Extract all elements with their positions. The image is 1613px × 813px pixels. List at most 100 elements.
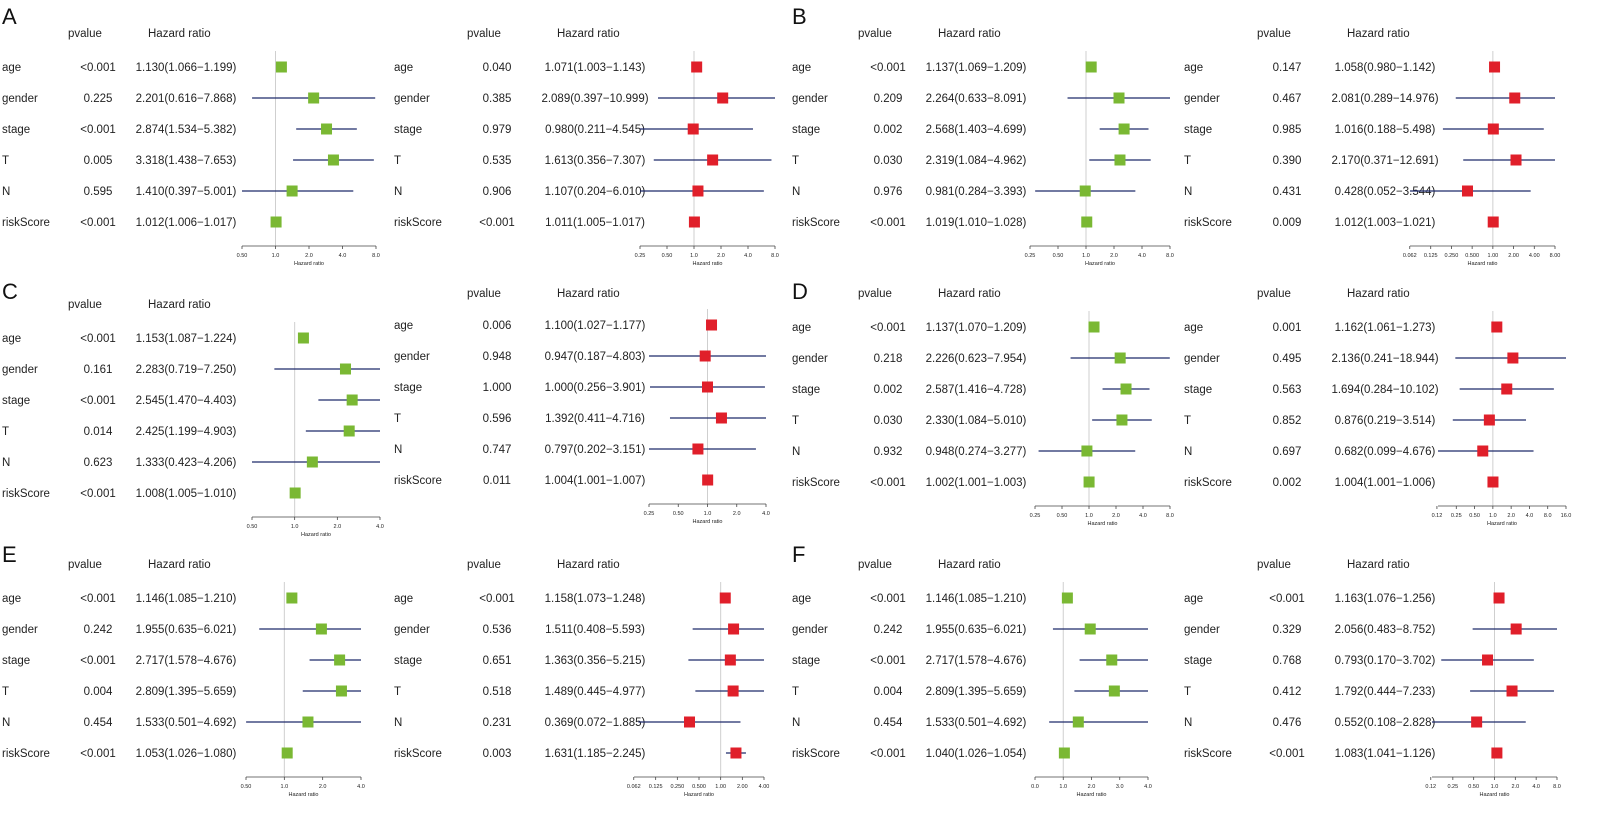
pvalue-cell: 0.536 — [483, 624, 512, 636]
hazard-ratio-marker — [346, 394, 358, 406]
hazard-ratio-marker — [275, 61, 287, 73]
hazard-ratio-cell: 2.568(1.403−4.699) — [926, 124, 1027, 136]
variable-label: age — [394, 62, 413, 74]
hazard-ratio-cell: 1.137(1.069−1.209) — [926, 62, 1027, 74]
pvalue-cell: <0.001 — [80, 593, 116, 605]
panel-label: C — [2, 279, 18, 304]
hazard-ratio-marker — [1120, 383, 1132, 395]
x-axis-title: Hazard ratio — [294, 261, 324, 267]
hazard-ratio-cell: 1.083(1.041−1.126) — [1335, 748, 1436, 760]
x-tick-label: 0.062 — [627, 784, 641, 790]
pvalue-cell: <0.001 — [870, 62, 906, 74]
forest-row-age: age <0.001 1.158(1.073−1.248) — [394, 592, 731, 605]
forest-row-t: T 0.004 2.809(1.395−5.659) — [2, 685, 361, 698]
x-tick-label: 0.50 — [1057, 513, 1068, 519]
pvalue-cell: 0.006 — [483, 320, 512, 332]
forest-row-stage: stage 0.985 1.016(0.188−5.498) — [1184, 123, 1544, 136]
forest-row-age: age <0.001 1.130(1.066−1.199) — [2, 61, 287, 74]
x-tick-label: 2.0 — [305, 253, 313, 259]
pvalue-cell: 0.697 — [1273, 446, 1302, 458]
pvalue-cell: <0.001 — [870, 655, 906, 667]
hazard-ratio-marker — [334, 654, 346, 666]
x-tick-label: 2.0 — [1110, 253, 1118, 259]
hazard-ratio-marker — [692, 443, 704, 455]
pvalue-cell: <0.001 — [80, 748, 116, 760]
hazard-ratio-cell: 2.717(1.578−4.676) — [926, 655, 1027, 667]
hazard-ratio-cell: 0.793(0.170−3.702) — [1335, 655, 1436, 667]
hazard-ratio-marker — [1106, 654, 1118, 666]
forest-row-t: T 0.852 0.876(0.219−3.514) — [1184, 414, 1527, 427]
hazard-ratio-cell: 3.318(1.438−7.653) — [136, 155, 237, 167]
forest-row-age: age 0.147 1.058(0.980−1.142) — [1184, 61, 1501, 74]
forest-row-gender: gender 0.467 2.081(0.289−14.976) — [1184, 92, 1555, 105]
x-tick-label: 1.0 — [1082, 253, 1090, 259]
forest-row-gender: gender 0.225 2.201(0.616−7.868) — [2, 92, 376, 105]
pvalue-cell: <0.001 — [870, 593, 906, 605]
forest-row-age: age <0.001 1.163(1.076−1.256) — [1184, 592, 1505, 605]
x-tick-label: 8.0 — [771, 253, 779, 259]
hazard-ratio-cell: 1.004(1.001−1.007) — [545, 475, 646, 487]
hazard-ratio-marker — [715, 412, 727, 424]
pvalue-header: pvalue — [68, 28, 102, 40]
forest-row-n: N 0.476 0.552(0.108−2.828) — [1184, 716, 1526, 729]
variable-label: N — [792, 186, 800, 198]
pvalue-cell: <0.001 — [870, 322, 906, 334]
forest-row-n: N 0.431 0.428(0.052−3.544) — [1184, 185, 1531, 198]
hazard-ratio-cell: 0.428(0.052−3.544) — [1335, 186, 1436, 198]
hazard-ratio-cell: 2.809(1.395−5.659) — [136, 686, 237, 698]
hazard-ratio-marker — [1487, 216, 1499, 228]
hazard-ratio-cell: 1.071(1.003−1.143) — [545, 62, 646, 74]
pvalue-cell: 0.209 — [874, 93, 903, 105]
pvalue-header: pvalue — [1257, 559, 1291, 571]
forest-row-riskscore: riskScore <0.001 1.011(1.005−1.017) — [394, 216, 700, 229]
forest-row-age: age <0.001 1.137(1.069−1.209) — [792, 61, 1097, 74]
hazard-ratio-cell: 1.410(0.397−5.001) — [136, 186, 237, 198]
x-tick-label: 0.125 — [1424, 253, 1438, 259]
x-axis-title: Hazard ratio — [684, 792, 714, 798]
pvalue-cell: 0.596 — [483, 413, 512, 425]
hazard-ratio-marker — [1114, 352, 1126, 364]
forest-row-riskscore: riskScore 0.009 1.012(1.003−1.021) — [1184, 216, 1499, 229]
hazard-ratio-marker — [335, 685, 347, 697]
hazard-ratio-marker — [684, 716, 696, 728]
pvalue-cell: 0.002 — [874, 384, 903, 396]
variable-label: stage — [2, 124, 30, 136]
variable-label: stage — [2, 395, 30, 407]
x-tick-label: 0.25 — [1030, 513, 1041, 519]
forest-row-gender: gender 0.536 1.511(0.408−5.593) — [394, 623, 764, 636]
pvalue-cell: 0.747 — [483, 444, 512, 456]
hazard-ratio-cell: 1.146(1.085−1.210) — [136, 593, 237, 605]
hazard-ratio-marker — [308, 92, 320, 104]
forest-row-stage: stage <0.001 2.717(1.578−4.676) — [2, 654, 361, 667]
hazard-ratio-marker — [321, 123, 333, 135]
hazard-ratio-cell: 0.948(0.274−3.277) — [926, 446, 1027, 458]
forest-row-t: T 0.535 1.613(0.356−7.307) — [394, 154, 772, 167]
variable-label: gender — [394, 624, 430, 636]
pvalue-cell: 0.225 — [84, 93, 113, 105]
univariate-forest-chart: pvalue Hazard ratio 0.50 1.0 2.0 4.0 Hazard ra… — [2, 559, 365, 798]
forest-row-stage: stage 0.979 0.980(0.211−4.545) — [394, 123, 753, 136]
x-tick-label: 4.0 — [357, 784, 365, 790]
forest-row-n: N 0.932 0.948(0.274−3.277) — [792, 445, 1136, 458]
x-tick-label: 4.00 — [759, 784, 770, 790]
hazard-ratio-marker — [1509, 92, 1521, 104]
variable-label: gender — [2, 93, 38, 105]
pvalue-header: pvalue — [1257, 28, 1291, 40]
variable-label: age — [1184, 322, 1203, 334]
x-tick-label: 2.0 — [733, 511, 741, 517]
pvalue-cell: 0.329 — [1273, 624, 1302, 636]
hazard-ratio-marker — [327, 154, 339, 166]
x-tick-label: 16.0 — [1561, 513, 1572, 519]
pvalue-header: pvalue — [467, 28, 501, 40]
pvalue-header: pvalue — [1257, 288, 1291, 300]
forest-row-n: N 0.697 0.682(0.099−4.676) — [1184, 445, 1534, 458]
pvalue-cell: 0.242 — [874, 624, 903, 636]
forest-row-n: N 0.454 1.533(0.501−4.692) — [792, 716, 1148, 729]
hazard-ratio-header: Hazard ratio — [938, 28, 1001, 40]
pvalue-cell: 0.932 — [874, 446, 903, 458]
forest-row-t: T 0.596 1.392(0.411−4.716) — [394, 412, 766, 425]
hazard-ratio-marker — [1079, 185, 1091, 197]
x-tick-label: 8.0 — [1544, 513, 1552, 519]
